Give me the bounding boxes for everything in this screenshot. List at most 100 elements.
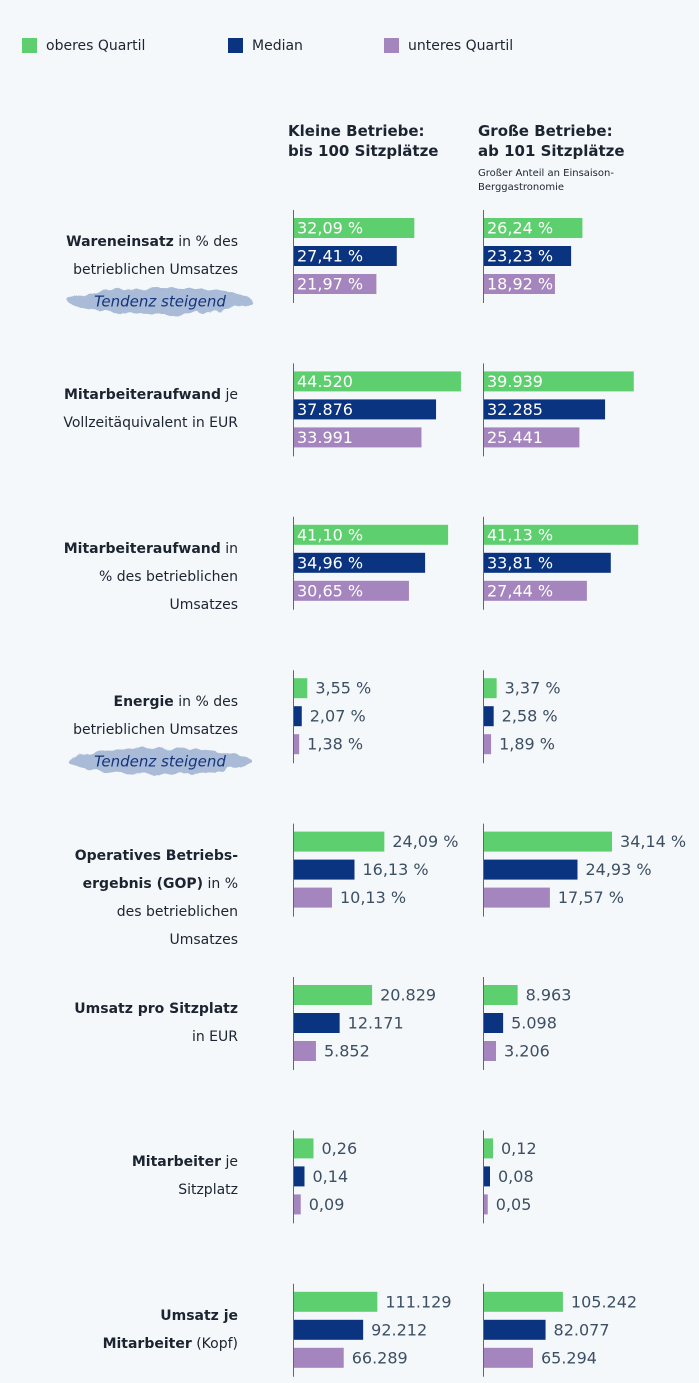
bar xyxy=(294,246,397,266)
value-label: 0,09 xyxy=(309,1195,345,1214)
value-label: 1,89 % xyxy=(499,735,555,754)
row-label-bold: Umsatz pro Sitzplatz xyxy=(74,1001,238,1017)
value-label: 33,81 % xyxy=(487,553,553,572)
bar xyxy=(484,399,606,420)
value-label: 16,13 % xyxy=(362,860,428,879)
value-label: 39.939 xyxy=(487,372,543,391)
value-label: 0,08 xyxy=(498,1167,534,1186)
bar xyxy=(484,274,555,294)
bar xyxy=(484,1138,493,1159)
legend-swatch xyxy=(228,38,243,53)
value-label: 0,26 xyxy=(322,1139,358,1158)
row-label: Mitarbeiteraufwand in % des betriebliche… xyxy=(20,535,238,619)
value-label: 10,13 % xyxy=(340,888,406,907)
bar xyxy=(294,831,385,852)
note-badge xyxy=(68,288,252,314)
value-label: 92.212 xyxy=(371,1320,427,1339)
bar xyxy=(294,1319,364,1340)
bar xyxy=(484,580,587,601)
bar xyxy=(484,524,639,545)
row-label-inner: Umsatz pro Sitzplatz in EUR xyxy=(68,995,238,1051)
value-label: 27,41 % xyxy=(297,247,363,266)
note-badge xyxy=(68,748,252,775)
row-label: Energie in % des betrieblichen Umsatzes xyxy=(20,688,238,744)
value-label: 41,13 % xyxy=(487,525,553,544)
bar xyxy=(294,1194,301,1215)
column-header: Große Betriebe: ab 101 Sitzplätze Großer A… xyxy=(478,121,638,195)
value-label: 32.285 xyxy=(487,400,543,419)
row-label-text: in % des betrieblichen Umsatzes xyxy=(73,234,238,278)
bar xyxy=(484,887,550,908)
bar xyxy=(294,734,300,755)
value-label: 2,58 % xyxy=(502,707,558,726)
legend-swatch xyxy=(384,38,399,53)
row-label: Umsatz je Mitarbeiter (Kopf) xyxy=(20,1302,238,1358)
column-note: Großer Anteil an Einsaison-Berggastronom… xyxy=(478,168,614,193)
bar xyxy=(484,246,572,266)
value-label: 30,65 % xyxy=(297,581,363,600)
bar xyxy=(484,831,613,852)
bar xyxy=(484,371,634,392)
legend-label: Median xyxy=(252,38,303,54)
row-label-bold: Umsatz je Mitarbeiter xyxy=(102,1307,238,1352)
value-label: 32,09 % xyxy=(297,219,363,238)
row-label-bold: Operatives Betriebs­ergebnis (GOP) xyxy=(74,847,238,892)
bar xyxy=(294,1138,314,1159)
row-label-text: in % des betrieblichen Umsatzes xyxy=(116,875,238,948)
value-label: 26,24 % xyxy=(487,219,553,238)
column-header-line: Große Betriebe: xyxy=(478,122,613,140)
bar xyxy=(294,1013,340,1033)
bar xyxy=(484,1166,490,1187)
row-label-text: in % des betrieblichen Umsatzes xyxy=(99,540,238,613)
value-label: 44.520 xyxy=(297,372,353,391)
row-label-inner: Mitarbeiteraufwand in % des betriebliche… xyxy=(48,535,238,619)
row-label-bold: Wareneinsatz xyxy=(66,234,174,250)
value-label: 1,38 % xyxy=(307,735,363,754)
bar xyxy=(294,580,409,601)
value-label: 24,93 % xyxy=(585,860,651,879)
value-label: 65.294 xyxy=(541,1348,597,1367)
bar xyxy=(484,706,494,727)
column-header-line: bis 100 Sitzplätze xyxy=(288,142,439,160)
value-label: 8.963 xyxy=(526,986,572,1005)
row-label: Operatives Betriebs­ergebnis (GOP) in % … xyxy=(20,842,238,954)
row-label-inner: Operatives Betriebs­ergebnis (GOP) in % … xyxy=(63,842,238,954)
value-label: 25.441 xyxy=(487,428,543,447)
bar xyxy=(294,218,415,238)
value-label: 82.077 xyxy=(554,1320,610,1339)
bar xyxy=(484,427,580,448)
bar xyxy=(294,1347,344,1368)
value-label: 23,23 % xyxy=(487,247,553,266)
bar xyxy=(294,1166,305,1187)
row-label-text: (Kopf) xyxy=(196,1335,238,1352)
bar xyxy=(484,1319,546,1340)
note-text: Tendenz steigend xyxy=(94,753,226,771)
row-label-text: in % des betrieblichen Umsatzes xyxy=(73,694,238,739)
column-header-line: ab 101 Sitzplätze xyxy=(478,142,625,160)
bar xyxy=(484,985,518,1005)
bar xyxy=(294,706,302,727)
value-label: 0,05 xyxy=(496,1195,532,1214)
row-label-inner: Mitarbeiter je Sitzplatz xyxy=(128,1148,238,1204)
row-label-bold: Mitarbeiteraufwand xyxy=(63,387,222,404)
value-label: 17,57 % xyxy=(558,888,624,907)
value-label: 21,97 % xyxy=(297,275,363,294)
value-label: 18,92 % xyxy=(487,275,553,294)
note-text: Tendenz steigend xyxy=(94,293,226,311)
bar xyxy=(294,399,437,420)
legend-label: unteres Quartil xyxy=(408,38,513,54)
bar xyxy=(484,552,611,573)
bar xyxy=(484,218,583,238)
row-label-bold: Mitarbeiteraufwand xyxy=(63,540,221,557)
row-label: Mitarbeiteraufwand je Vollzeitäquivalent… xyxy=(20,381,238,437)
value-label: 5.098 xyxy=(511,1014,557,1033)
bar xyxy=(294,427,422,448)
row-label-bold: Mitarbeiter xyxy=(131,1154,222,1171)
bar xyxy=(294,985,373,1005)
value-label: 66.289 xyxy=(352,1348,408,1367)
value-label: 0,12 xyxy=(501,1139,537,1158)
bar xyxy=(294,1041,316,1061)
bar xyxy=(294,552,426,573)
value-label: 111.129 xyxy=(385,1292,451,1311)
